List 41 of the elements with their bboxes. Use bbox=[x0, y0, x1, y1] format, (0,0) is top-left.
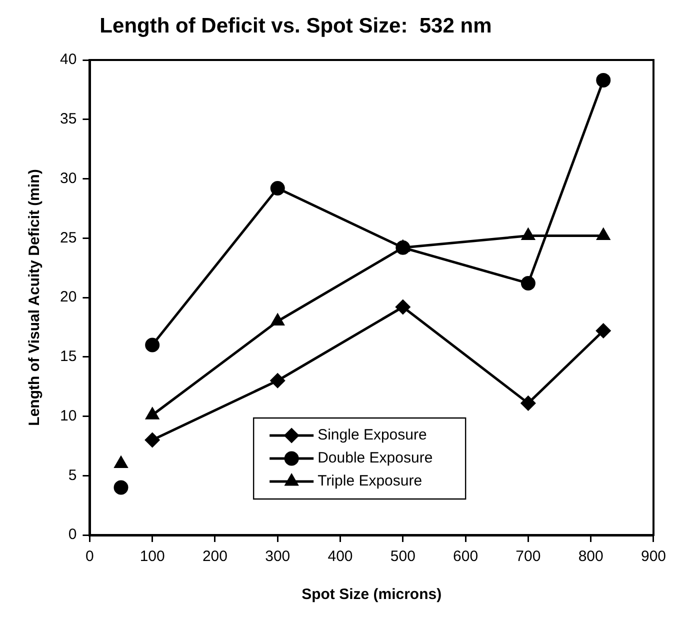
x-tick-label: 700 bbox=[516, 548, 541, 566]
x-axis-title: Spot Size (microns) bbox=[302, 586, 442, 604]
y-axis-title: Length of Visual Acuity Deficit (min) bbox=[26, 169, 44, 426]
y-tick-label: 25 bbox=[60, 229, 77, 246]
x-tick-label: 400 bbox=[328, 548, 353, 566]
point bbox=[145, 338, 160, 352]
point bbox=[596, 72, 611, 88]
y-tick-label: 10 bbox=[60, 407, 77, 424]
y-tick-label: 20 bbox=[60, 288, 77, 306]
x-tick-label: 500 bbox=[390, 548, 416, 566]
y-tick-label: 35 bbox=[60, 110, 77, 128]
legend-label: Triple Exposure bbox=[318, 472, 422, 490]
x-tick-label: 300 bbox=[265, 548, 290, 566]
point bbox=[396, 240, 410, 255]
point bbox=[146, 408, 159, 420]
y-tick-label: 40 bbox=[60, 51, 77, 68]
point bbox=[270, 181, 285, 196]
point bbox=[114, 456, 128, 468]
point bbox=[396, 300, 410, 314]
x-tick-label: 100 bbox=[140, 548, 165, 566]
point bbox=[596, 324, 611, 338]
point bbox=[522, 228, 535, 240]
legend-label: Double Exposure bbox=[318, 450, 433, 467]
point bbox=[520, 396, 536, 410]
y-tick-label: 30 bbox=[60, 170, 77, 187]
y-tick-label: 15 bbox=[60, 348, 77, 366]
x-tick-label: 600 bbox=[453, 548, 478, 566]
y-tick-label: 0 bbox=[68, 526, 77, 544]
legend-label: Single Exposure bbox=[318, 426, 427, 444]
x-tick-label: 800 bbox=[578, 548, 604, 566]
x-tick-label: 0 bbox=[86, 548, 94, 566]
y-tick-label: 5 bbox=[68, 466, 77, 484]
x-tick-label: 200 bbox=[202, 548, 228, 566]
point bbox=[145, 432, 160, 448]
point bbox=[270, 373, 285, 388]
point bbox=[114, 480, 128, 495]
chart-title: Length of Deficit vs. Spot Size: 532 nm bbox=[100, 14, 492, 38]
point bbox=[271, 314, 284, 326]
point bbox=[596, 228, 610, 240]
point bbox=[520, 276, 536, 290]
x-tick-label: 900 bbox=[640, 548, 666, 566]
